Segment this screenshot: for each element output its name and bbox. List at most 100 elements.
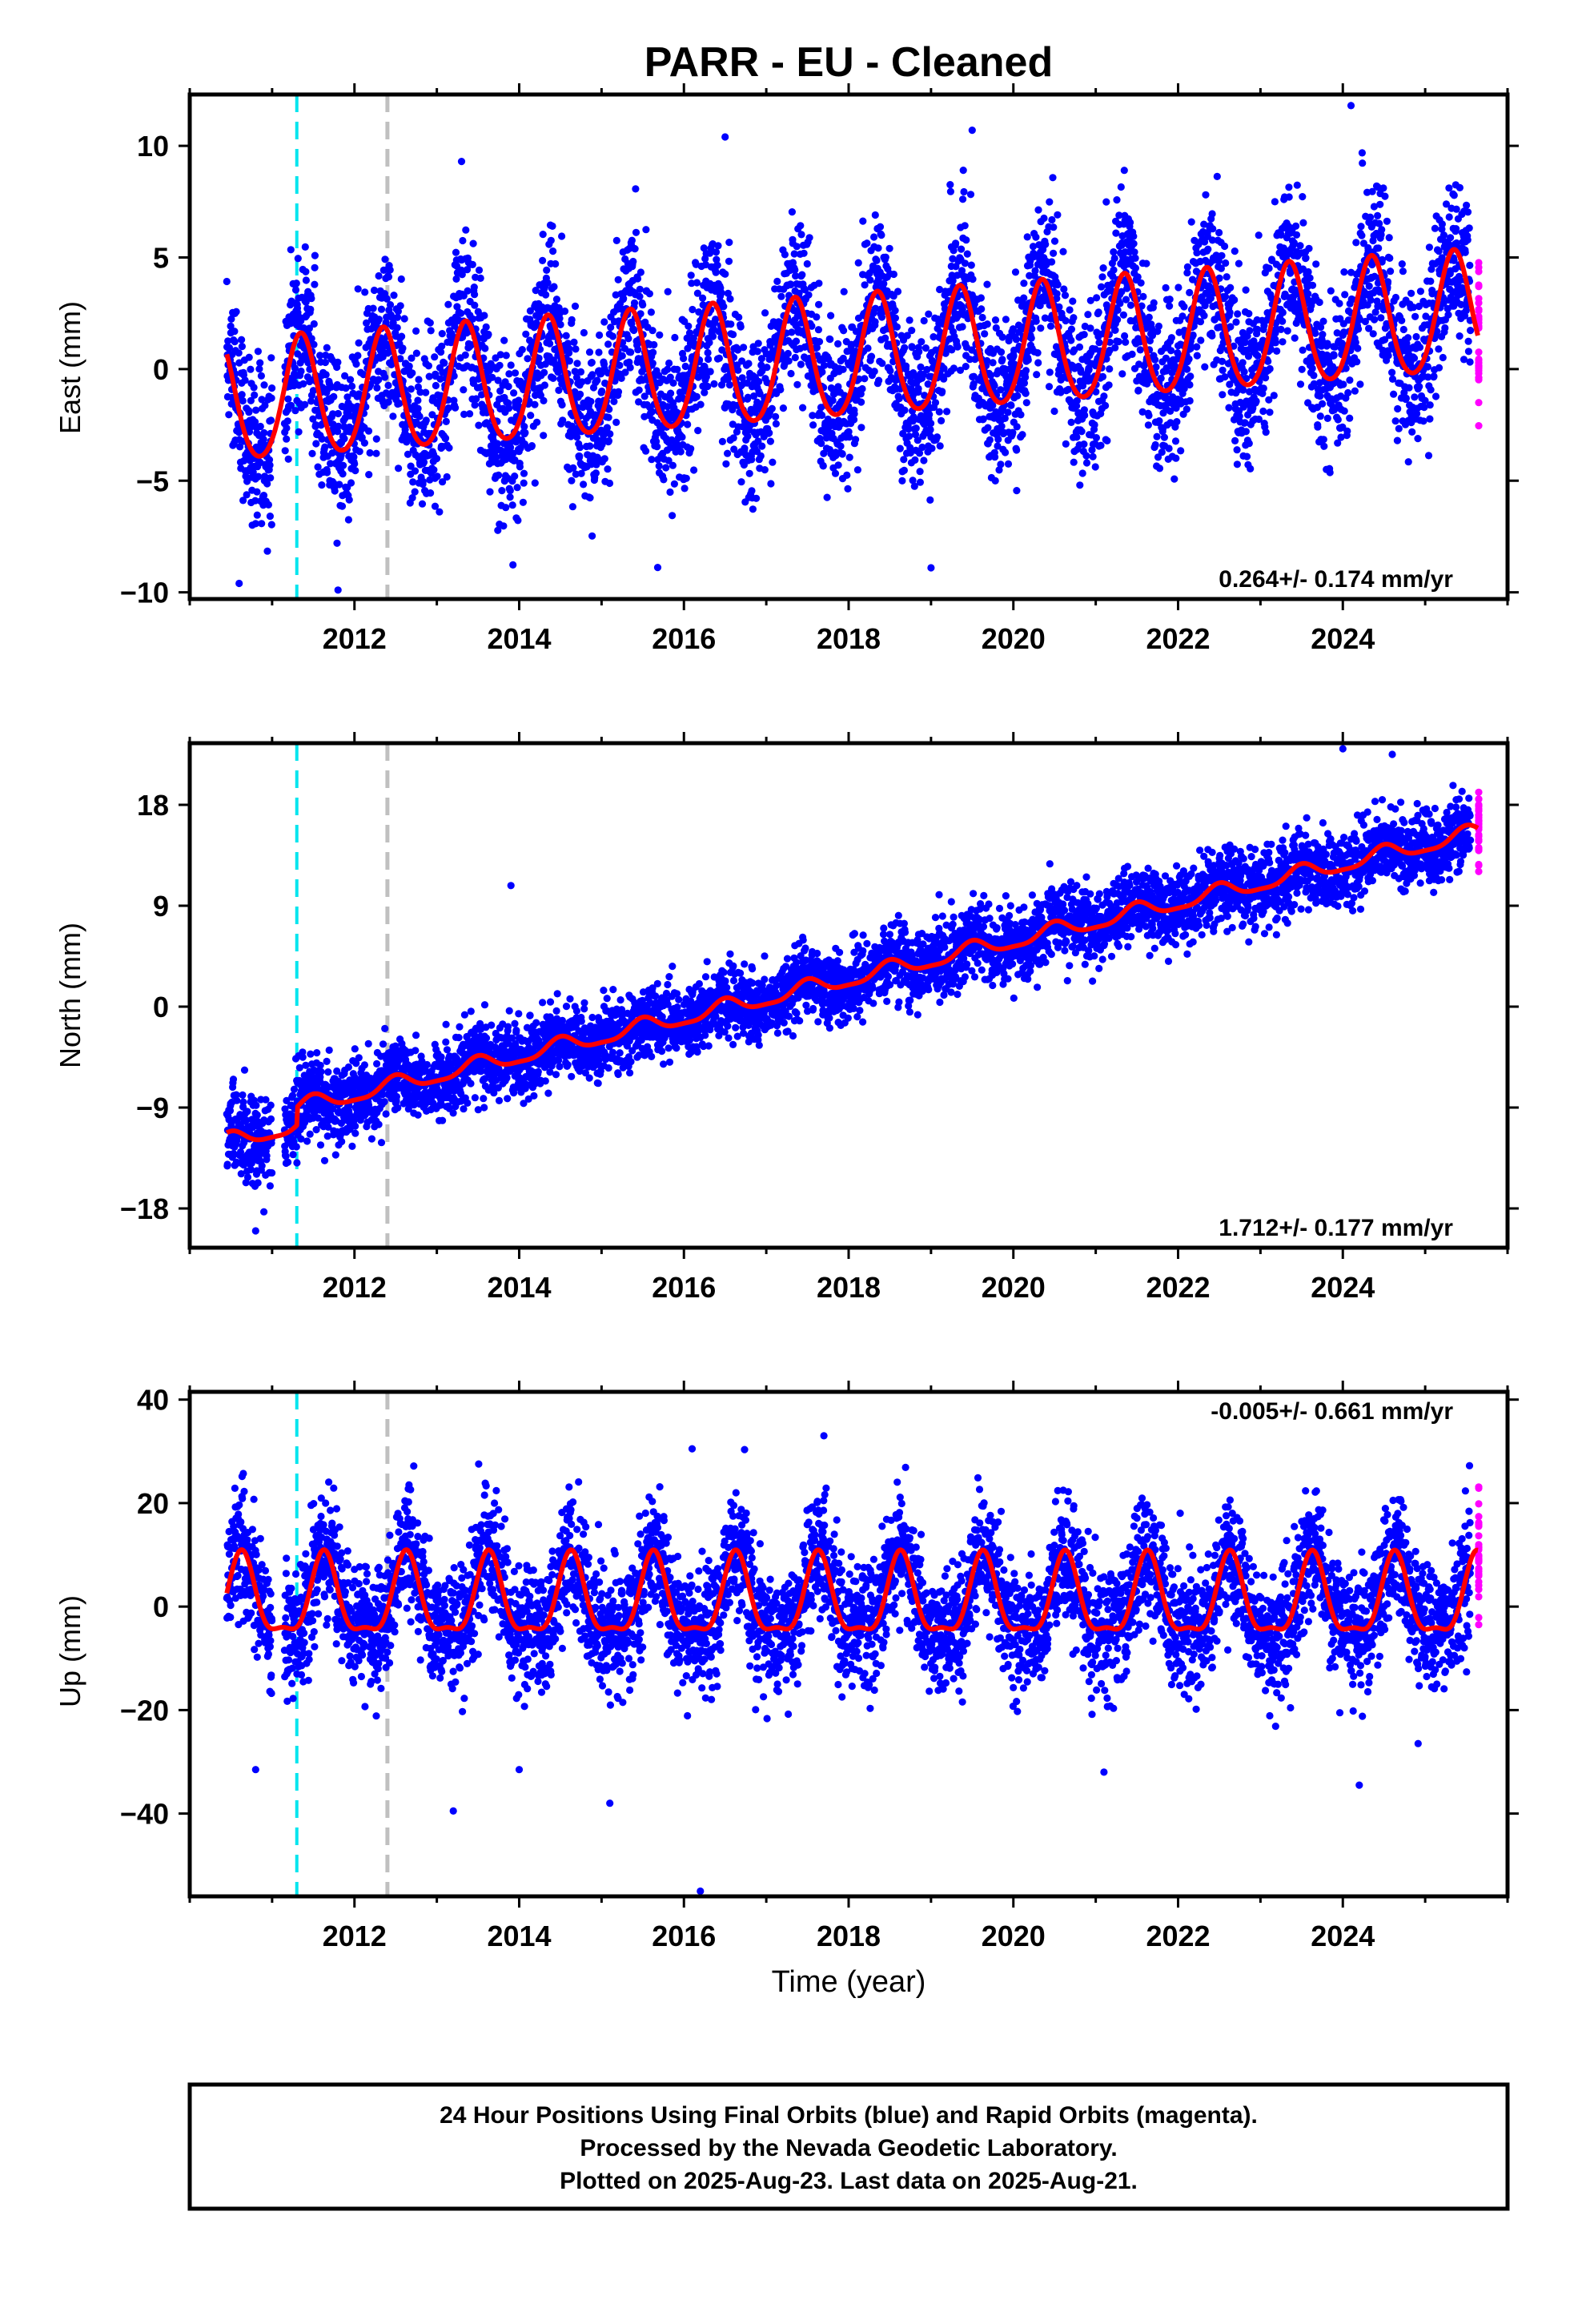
east-point: [1424, 452, 1433, 460]
east-point: [1136, 346, 1144, 354]
east-point: [573, 433, 581, 441]
east-point: [1240, 368, 1248, 376]
east-point: [1277, 325, 1285, 333]
east-point: [681, 485, 689, 493]
east-point: [1130, 239, 1138, 247]
east-point: [717, 289, 725, 297]
east-point: [596, 331, 604, 340]
east-point: [1173, 418, 1181, 426]
east-point: [886, 367, 894, 375]
east-point: [916, 468, 924, 476]
east-point: [727, 320, 735, 328]
east-point: [844, 485, 852, 493]
east-point: [787, 369, 795, 378]
east-point: [375, 376, 383, 384]
east-point: [1050, 249, 1058, 257]
east-point: [572, 345, 580, 353]
east-point: [1358, 149, 1366, 157]
east-point: [1103, 436, 1111, 445]
east-point: [1067, 336, 1075, 344]
east-point: [373, 384, 381, 392]
east-point: [1150, 299, 1158, 307]
east-point: [1426, 415, 1434, 423]
east-point: [250, 384, 258, 392]
east-point: [1170, 475, 1178, 483]
east-point: [247, 396, 255, 404]
east-point: [1110, 248, 1118, 256]
east-point: [765, 429, 773, 437]
east-point: [1312, 260, 1320, 268]
east-point: [959, 167, 967, 175]
east-point: [522, 330, 530, 338]
east-point: [1098, 283, 1106, 291]
east-point: [864, 344, 872, 352]
east-point: [384, 273, 393, 281]
east-point: [1344, 388, 1352, 397]
east-point: [977, 294, 985, 302]
east-point: [414, 396, 422, 404]
east-point: [399, 344, 407, 352]
east-point: [1073, 433, 1081, 441]
east-point: [231, 338, 239, 346]
east-point: [1027, 334, 1035, 342]
east-point: [1221, 292, 1230, 300]
east-point: [1084, 311, 1092, 319]
east-point: [1271, 198, 1279, 206]
east-point: [1042, 240, 1050, 248]
east-point: [255, 365, 263, 373]
east-point: [840, 327, 848, 335]
east-point: [531, 479, 539, 487]
east-point: [382, 319, 390, 327]
east-point: [905, 432, 913, 440]
east-point: [687, 271, 695, 279]
east-point: [314, 463, 322, 471]
east-point: [468, 260, 476, 268]
east-point: [476, 274, 484, 282]
east-point: [461, 351, 469, 359]
east-point: [1221, 242, 1229, 251]
east-point: [458, 271, 466, 279]
east-point: [1078, 469, 1086, 477]
east-point: [1233, 460, 1241, 468]
east-point: [725, 239, 733, 247]
east-point: [606, 430, 614, 438]
east-point: [397, 275, 405, 283]
east-point: [1177, 447, 1185, 455]
east-point: [305, 324, 313, 332]
east-point: [251, 391, 259, 399]
east-point: [471, 301, 479, 309]
east-point: [1408, 428, 1416, 436]
east-point: [797, 231, 805, 239]
east-point: [614, 275, 622, 283]
east-point: [1381, 192, 1389, 200]
east-point: [1092, 434, 1100, 442]
east-point: [990, 381, 998, 390]
east-point: [678, 433, 686, 441]
east-point: [1208, 210, 1216, 218]
east-point: [1172, 454, 1180, 462]
east-point: [642, 226, 650, 234]
east-point: [1100, 392, 1108, 400]
east-point: [334, 409, 342, 418]
east-point: [1430, 372, 1438, 380]
east-point: [1398, 316, 1406, 324]
east-point: [1201, 363, 1209, 371]
east-point: [312, 440, 320, 448]
east-point: [1259, 407, 1267, 416]
east-point: [524, 355, 532, 363]
east-point: [1046, 322, 1055, 330]
east-panel: 2012 2014 2016 2018 2020 2022 2024−10−50510Eas…: [54, 83, 1519, 655]
east-point: [494, 526, 502, 534]
east-point: [1225, 404, 1233, 412]
east-point: [991, 476, 999, 485]
east-point: [281, 447, 289, 455]
east-point: [511, 369, 520, 377]
east-point: [926, 411, 934, 419]
east-point: [514, 517, 522, 525]
east-point: [815, 300, 823, 308]
east-point: [891, 307, 899, 315]
east-point: [1053, 290, 1061, 298]
east-point: [900, 456, 908, 464]
east-point: [1231, 247, 1239, 255]
east-point: [829, 396, 837, 404]
